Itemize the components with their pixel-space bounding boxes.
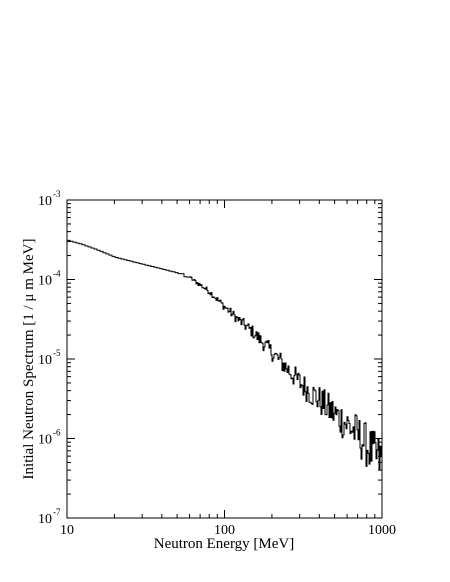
y-tick-label: 10: [38, 512, 52, 527]
x-tick-label: 1000: [368, 523, 396, 538]
axis-ticks: [66, 199, 383, 519]
y-tick-labels: 10-710-610-510-410-3: [38, 189, 61, 527]
x-tick-label: 100: [214, 523, 235, 538]
y-tick-exponent: -4: [53, 269, 61, 279]
plot-frame: [66, 199, 383, 519]
y-tick-label: 10: [38, 274, 52, 289]
x-axis-title: Neutron Energy [MeV]: [154, 536, 295, 552]
y-tick-exponent: -7: [53, 507, 61, 517]
y-tick-exponent: -6: [53, 428, 61, 438]
y-axis-title: Initial Neutron Spectrum [1 / μ m MeV]: [21, 239, 37, 480]
x-tick-labels: 10 100 1000: [60, 523, 396, 538]
y-tick-exponent: -5: [53, 348, 61, 358]
x-tick-label: 10: [60, 523, 74, 538]
y-tick-label: 10: [38, 353, 52, 368]
y-tick-exponent: -3: [53, 189, 61, 199]
y-tick-label: 10: [38, 433, 52, 448]
spectrum-series-line: [67, 239, 382, 470]
y-tick-label: 10: [38, 194, 52, 209]
